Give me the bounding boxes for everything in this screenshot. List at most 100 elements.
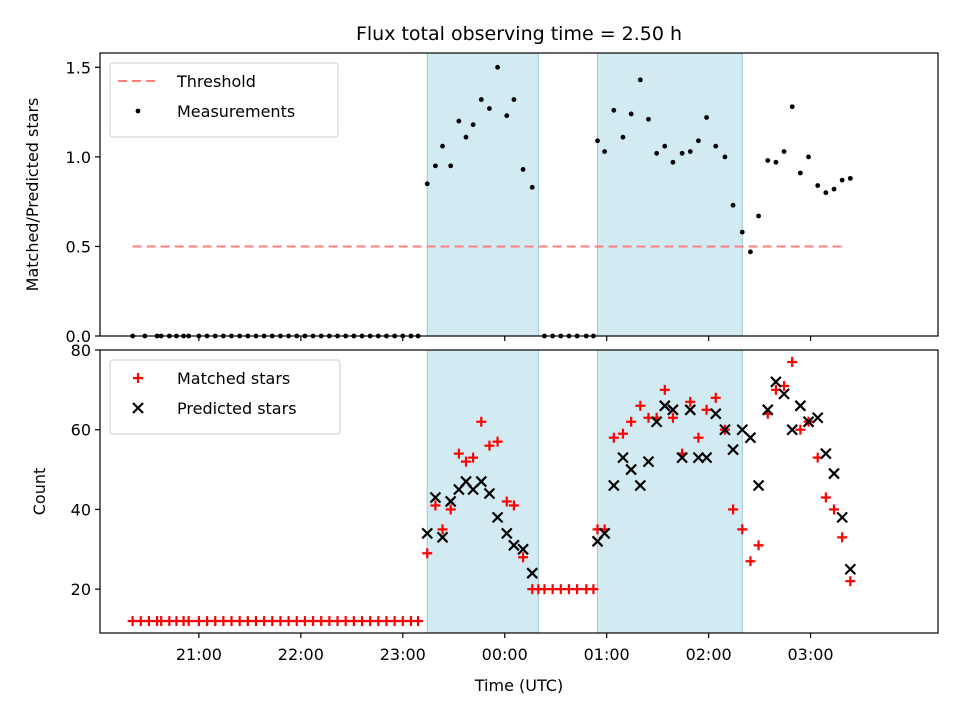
predicted-star-point <box>752 479 765 492</box>
measurement-point <box>831 186 837 192</box>
measurement-point <box>440 143 445 149</box>
predicted-star-point <box>608 479 620 492</box>
measurement-point <box>765 158 771 163</box>
predicted-star-point <box>650 415 663 428</box>
legend-box <box>109 359 341 435</box>
predicted-star-point <box>802 415 815 428</box>
predicted-star-point <box>727 443 739 456</box>
measurement-point <box>704 115 709 120</box>
measurement-point <box>679 150 685 156</box>
measurement-point <box>646 116 651 122</box>
predicted-star-point <box>429 491 442 504</box>
measurement-point <box>739 229 745 235</box>
measurement-point <box>789 104 795 110</box>
legend-label: Measurements <box>177 102 295 121</box>
measurement-point <box>448 163 454 169</box>
predicted-star-point <box>700 451 713 464</box>
matched-star-point <box>745 556 756 567</box>
predicted-star-point <box>770 376 782 388</box>
shaded-interval <box>596 349 743 634</box>
predicted-star-point <box>820 447 832 460</box>
predicted-star-point <box>667 404 679 416</box>
ratio-panel: 0.0 0.5 1.0 1.5 Matched/Predicted stars Thr… <box>23 52 939 346</box>
measurement-point <box>670 159 676 165</box>
predicted-star-point <box>625 463 637 476</box>
matched-star-point <box>572 584 583 595</box>
legend-label: Matched stars <box>177 369 290 388</box>
measurement-point <box>595 138 600 144</box>
measurement-point <box>797 170 803 176</box>
matched-star-point <box>829 504 840 515</box>
y-tick-label: 20 <box>71 580 91 599</box>
predicted-star-point <box>642 455 655 468</box>
shaded-interval <box>426 349 539 634</box>
predicted-star-point <box>828 467 840 480</box>
predicted-star-point <box>811 411 824 424</box>
matched-star-point <box>422 548 433 559</box>
predicted-star-point <box>659 400 671 412</box>
legend-label: Threshold <box>176 72 256 91</box>
measurement-point <box>424 181 430 187</box>
matched-star-point <box>617 428 628 439</box>
ratio-panel-frame <box>99 52 939 337</box>
matched-star-point <box>508 500 519 511</box>
y-tick-label: 60 <box>71 421 91 440</box>
predicted-star-point <box>598 527 611 540</box>
x-tick-label: 02:00 <box>686 645 732 664</box>
matched-star-point <box>626 416 637 427</box>
measurement-point <box>478 97 484 102</box>
matched-star-point <box>460 456 471 467</box>
x-tick-label: 22:00 <box>278 645 324 664</box>
matched-star-point <box>693 432 704 443</box>
measurement-point <box>520 167 526 172</box>
predicted-star-point <box>836 511 848 524</box>
matched-star-point <box>753 540 764 551</box>
predicted-star-point <box>491 511 504 524</box>
measurement-point <box>504 113 510 119</box>
matched-star-point <box>476 416 487 427</box>
predicted-star-point <box>676 451 688 464</box>
predicted-star-point <box>786 423 798 436</box>
measurement-point <box>470 122 476 128</box>
legend-label: Predicted stars <box>177 399 297 418</box>
matched-star-point <box>845 576 856 587</box>
measurement-point <box>773 159 779 165</box>
measurement-point <box>696 138 701 144</box>
legend-marker <box>135 108 141 114</box>
y-tick-label: 0.5 <box>66 237 91 256</box>
matched-star-point <box>453 448 464 459</box>
matched-star-point <box>795 424 806 435</box>
predicted-star-point <box>761 404 774 416</box>
measurement-point <box>628 111 634 117</box>
measurement-point <box>529 184 535 190</box>
matched-star-point <box>501 496 512 507</box>
ratio-panel-axes: 0.0 0.5 1.0 1.5 <box>66 58 812 346</box>
predicted-star-point <box>778 388 790 400</box>
x-tick-label: 01:00 <box>584 645 630 664</box>
predicted-star-point <box>794 400 807 412</box>
y-tick-label: 80 <box>71 341 91 360</box>
predicted-star-point <box>719 423 731 436</box>
measurement-point <box>781 149 787 154</box>
shaded-interval <box>596 52 743 337</box>
count-panel-axes: 20 40 60 80 21:00 22:00 23:00 00:00 01:00 02:00 03… <box>71 341 834 664</box>
shaded-interval <box>426 52 539 337</box>
y-tick-label: 1.5 <box>66 58 91 77</box>
matched-star-point <box>588 584 599 595</box>
matched-star-point <box>430 500 441 511</box>
measurement-point <box>713 143 719 149</box>
predicted-star-point <box>517 543 529 556</box>
predicted-star-point <box>844 563 857 576</box>
count-panel: 20 40 60 80 21:00 22:00 23:00 00:00 01:00 02:00 03… <box>30 341 939 664</box>
measurement-point <box>730 202 736 208</box>
measurement-point <box>756 213 761 219</box>
matched-star-point <box>468 452 479 463</box>
matched-star-point <box>667 412 678 423</box>
measurement-point <box>687 149 693 154</box>
matched-star-point <box>710 392 721 403</box>
x-tick-label: 23:00 <box>380 645 426 664</box>
measurement-point <box>722 154 728 160</box>
matched-star-point <box>413 616 424 627</box>
predicted-star-point <box>684 404 697 416</box>
legend-box <box>109 62 339 138</box>
